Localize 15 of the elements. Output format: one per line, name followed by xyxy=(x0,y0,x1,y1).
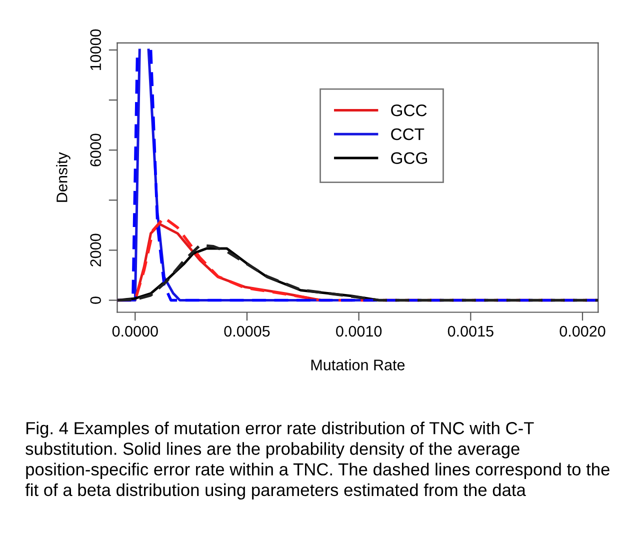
x-tick-label: 0.0010 xyxy=(336,326,382,337)
x-tick-label: 0.0005 xyxy=(224,326,270,337)
x-tick-label: 0.0020 xyxy=(560,326,606,337)
legend-label: GCC xyxy=(391,104,427,116)
x-axis-title: Mutation Rate xyxy=(311,359,405,370)
x-tick-label: 0.0000 xyxy=(112,326,158,337)
y-tick-label: 0 xyxy=(90,296,102,304)
legend-label: CCT xyxy=(391,128,424,140)
y-tick-label: 2000 xyxy=(90,234,102,266)
y-axis-title: Density xyxy=(56,152,70,202)
y-tick-label: 6000 xyxy=(90,134,102,166)
x-tick-label: 0.0015 xyxy=(448,326,494,337)
legend-label: GCG xyxy=(391,152,427,164)
y-tick-label: 10000 xyxy=(90,29,102,70)
caption: Fig. 4 Examples of mutation error rate distribution of TNC with C-T substitution. Solid lines are the probability density of the average position-specific error rate within a TNC. The dashed lines correspond to the fit of a beta distribution using parameters estimated from the data xyxy=(25,422,610,500)
